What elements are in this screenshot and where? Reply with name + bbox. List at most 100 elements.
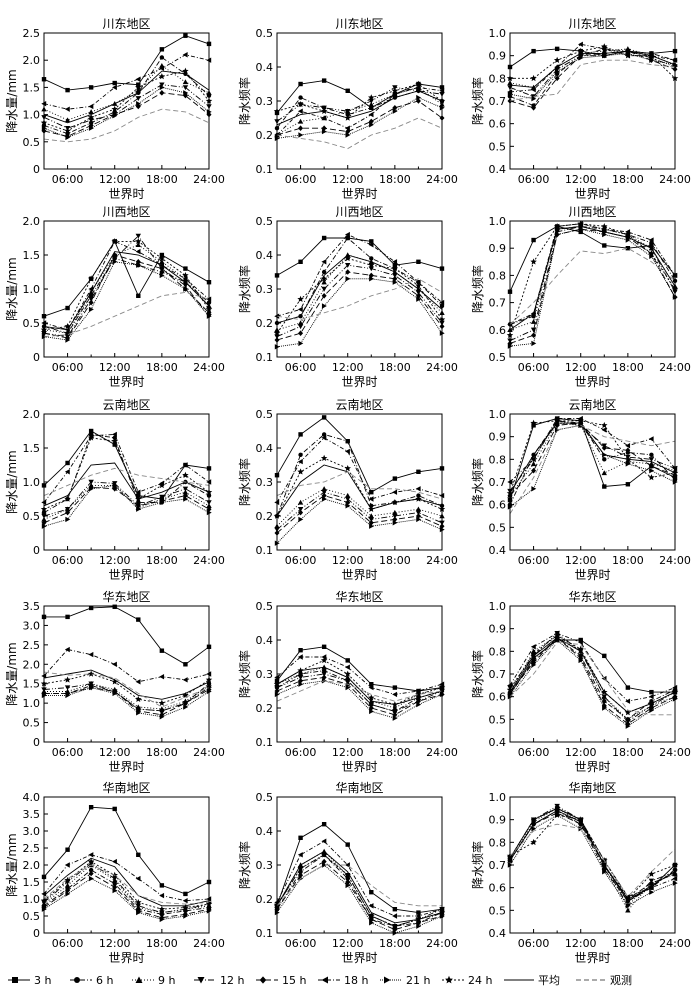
- data-point: [345, 125, 350, 131]
- data-point: [368, 702, 374, 708]
- data-point: [297, 118, 304, 124]
- data-point: [297, 671, 304, 677]
- data-point: [135, 233, 141, 239]
- data-point: [369, 239, 374, 244]
- series-line: [509, 225, 676, 331]
- data-point: [392, 273, 398, 279]
- x-axis-label: 世界时: [574, 568, 610, 582]
- data-point: [298, 132, 304, 138]
- y-tick-label: 0.9: [489, 242, 507, 255]
- data-point: [321, 293, 327, 299]
- legend-label: 24 h: [468, 974, 492, 987]
- plot-frame: [43, 796, 210, 934]
- data-point: [298, 681, 304, 687]
- data-point: [553, 632, 561, 639]
- data-point: [159, 55, 165, 60]
- plot-frame: [276, 605, 443, 743]
- y-tick-label: 0.5: [23, 317, 41, 330]
- x-tick-label: 24:00: [193, 554, 225, 567]
- chart-panel: 华南地区 0.4 0.5 0.6 0.7 0.8 0.9 1.0 06:00 12:00 18:00…: [470, 780, 691, 965]
- data-point: [368, 98, 374, 104]
- series-line: [509, 810, 676, 902]
- x-tick-label: 24:00: [426, 554, 458, 567]
- series-line: [276, 86, 443, 122]
- data-point: [136, 500, 141, 505]
- data-point: [298, 330, 304, 336]
- y-tick-label: 0.2: [256, 317, 274, 330]
- y-tick-label: 1.0: [23, 476, 41, 489]
- data-point: [159, 714, 165, 720]
- data-point: [183, 266, 188, 271]
- series-line: [43, 481, 210, 517]
- x-tick-label: 24:00: [426, 173, 458, 186]
- data-point: [135, 96, 141, 101]
- x-tick-label: 12:00: [332, 746, 364, 759]
- data-point: [649, 243, 654, 248]
- series-line: [276, 680, 443, 719]
- data-point: [577, 47, 584, 54]
- data-point: [416, 469, 421, 474]
- data-point: [88, 486, 94, 492]
- plot-frame: [43, 220, 210, 358]
- series-line: [276, 646, 443, 692]
- y-tick-label: 0.5: [23, 136, 41, 149]
- data-point: [345, 503, 351, 509]
- data-point: [369, 256, 374, 261]
- plot-frame: [509, 796, 676, 934]
- data-point: [392, 520, 398, 526]
- y-tick-label: 1.5: [23, 249, 41, 262]
- chart-panel: 川西地区 0.1 0.2 0.3 0.4 0.5 06:00 12:00 18:00 24:00 世…: [237, 205, 458, 389]
- data-point: [531, 96, 537, 102]
- series-line: [509, 424, 676, 514]
- data-point: [135, 695, 142, 703]
- data-point: [87, 275, 95, 282]
- y-tick-label: 0.7: [489, 95, 507, 108]
- data-point: [88, 85, 94, 90]
- data-point: [297, 499, 304, 505]
- data-point: [392, 108, 398, 114]
- data-point: [531, 48, 536, 54]
- y-axis-label: 降水频率: [237, 77, 252, 125]
- y-axis-label: 降水频率: [470, 650, 485, 698]
- legend-label: 观测: [610, 974, 632, 987]
- data-point: [602, 705, 607, 711]
- data-point: [554, 68, 560, 75]
- data-point: [345, 879, 351, 885]
- series-line: [276, 850, 443, 927]
- data-point: [415, 486, 421, 492]
- data-point: [135, 679, 141, 685]
- data-point: [345, 658, 350, 663]
- data-point: [183, 704, 189, 710]
- y-tick-label: 1.0: [489, 215, 507, 228]
- data-point: [624, 231, 632, 238]
- data-point: [369, 708, 374, 715]
- data-point: [625, 246, 631, 251]
- y-tick-label: 2.5: [23, 842, 41, 855]
- data-point: [392, 509, 398, 515]
- data-point: [88, 103, 94, 110]
- data-point: [65, 692, 71, 699]
- data-point: [159, 494, 165, 500]
- data-point: [368, 266, 374, 272]
- data-point: [159, 648, 165, 653]
- data-point: [112, 482, 118, 489]
- data-point: [321, 644, 327, 649]
- series-line: [509, 420, 676, 494]
- legend-label: 15 h: [282, 974, 306, 987]
- chart-title: 华南地区: [568, 780, 616, 795]
- data-point: [649, 689, 654, 695]
- data-point: [368, 517, 374, 523]
- y-tick-label: 4.0: [23, 791, 41, 804]
- y-tick-label: 3.5: [23, 808, 41, 821]
- data-point: [392, 685, 398, 690]
- y-tick-label: 1.5: [23, 442, 41, 455]
- legend-marker: [74, 977, 80, 983]
- data-point: [530, 94, 537, 100]
- data-point: [321, 286, 327, 292]
- data-point: [649, 467, 655, 474]
- data-point: [65, 337, 71, 343]
- y-tick-label: 1.0: [489, 27, 507, 40]
- data-point: [392, 276, 398, 282]
- y-tick-label: 0: [33, 927, 40, 940]
- y-tick-label: 0.4: [489, 927, 507, 940]
